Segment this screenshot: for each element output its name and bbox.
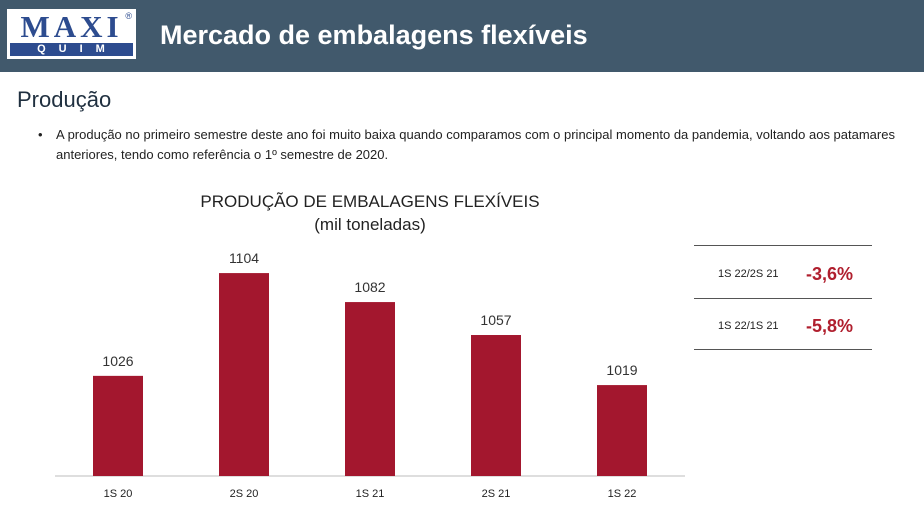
x-tick-label: 1S 21 bbox=[356, 488, 385, 500]
x-tick-label: 1S 22 bbox=[608, 488, 637, 500]
bullet-text: A produção no primeiro semestre deste an… bbox=[56, 127, 895, 162]
data-label: 1026 bbox=[102, 353, 133, 369]
data-label: 1082 bbox=[354, 279, 385, 295]
variation-value-2: -5,8% bbox=[806, 316, 854, 336]
data-label: 1019 bbox=[606, 362, 637, 378]
bar-2s-21 bbox=[471, 335, 521, 476]
x-tick-label: 2S 20 bbox=[230, 488, 259, 500]
x-tick-label: 1S 20 bbox=[104, 488, 133, 500]
maxiquim-logo: MAXI ® QUIM bbox=[7, 9, 136, 59]
data-label: 1057 bbox=[480, 312, 511, 328]
chart-subtitle: (mil toneladas) bbox=[314, 215, 426, 234]
bar-2s-20 bbox=[219, 273, 269, 476]
variation-value-1: -3,6% bbox=[806, 264, 854, 284]
section-title: Produção bbox=[17, 87, 112, 112]
page-title: Mercado de embalagens flexíveis bbox=[160, 20, 588, 50]
variation-label-2: 1S 22/1S 21 bbox=[718, 320, 779, 332]
logo-registered-mark: ® bbox=[125, 11, 132, 21]
logo-text-bottom: QUIM bbox=[10, 43, 133, 56]
header-bar: MAXI ® QUIM Mercado de embalagens flexív… bbox=[0, 0, 924, 72]
chart-title: PRODUÇÃO DE EMBALAGENS FLEXÍVEIS bbox=[200, 192, 540, 211]
data-label: 1104 bbox=[229, 250, 259, 266]
variation-table: 1S 22/2S 21 -3,6% 1S 22/1S 21 -5,8% bbox=[694, 245, 872, 350]
variation-divider-middle bbox=[694, 298, 872, 299]
variation-divider-top bbox=[694, 245, 872, 246]
variation-divider-bottom bbox=[694, 349, 872, 350]
bullet-marker: • bbox=[38, 127, 43, 142]
bar-1s-22 bbox=[597, 385, 647, 476]
logo-text-top: MAXI bbox=[20, 9, 123, 44]
bar-1s-21 bbox=[345, 302, 395, 476]
variation-label-1: 1S 22/2S 21 bbox=[718, 268, 779, 280]
bar-1s-20 bbox=[93, 375, 143, 476]
x-tick-label: 2S 21 bbox=[482, 488, 511, 500]
